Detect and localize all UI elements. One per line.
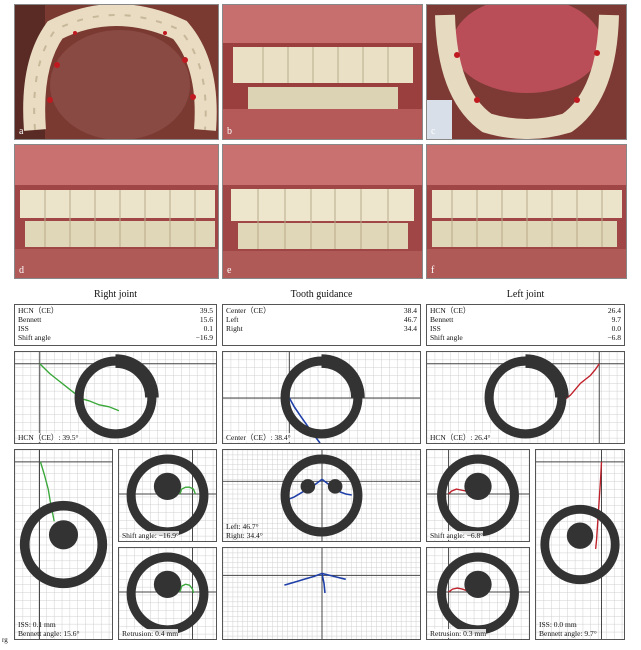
caption-left-retrusion: Retrusion: 0.3 mm bbox=[430, 629, 487, 638]
panel-right-shift: Shift angle: −16.9° bbox=[118, 449, 217, 542]
left-retrusion-trace bbox=[448, 587, 469, 593]
recorder-icon bbox=[126, 552, 209, 635]
panel-right-hcn: HCN（CE）: 39.5° bbox=[14, 351, 217, 444]
table-row: Right 34.4 bbox=[226, 324, 417, 333]
recorder-icon bbox=[484, 354, 569, 439]
recorder-icon bbox=[280, 354, 365, 439]
photo-front-closed: e bbox=[222, 144, 423, 279]
photo-upper-occlusal: a bbox=[14, 4, 219, 140]
table-row: HCN（CE） 26.4 bbox=[430, 306, 621, 315]
panel-right-iss: ISS: 0.1 mm Bennett angle: 15.6° bbox=[14, 449, 113, 640]
recorder-icon bbox=[437, 552, 519, 635]
panel-left-retrusion: Retrusion: 0.3 mm bbox=[426, 547, 530, 640]
panel-center: Center（CE）: 38.4° bbox=[222, 351, 421, 444]
section-title-left-joint: Left joint bbox=[506, 289, 545, 300]
photo-right-lateral: d bbox=[14, 144, 219, 279]
caption-right-hcn: HCN（CE）: 39.5° bbox=[18, 433, 79, 442]
photo-label: f bbox=[431, 265, 435, 276]
caption-left-hcn: HCN（CE）: 26.4° bbox=[430, 433, 491, 442]
caption-center: Center（CE）: 38.4° bbox=[226, 433, 291, 442]
caption-left-iss: ISS: 0.0 mm bbox=[539, 620, 577, 629]
table-left-joint: HCN（CE） 26.4 Bennett 9.7 ISS 0.0 Shift angl… bbox=[426, 304, 625, 346]
panel-guidance-combined bbox=[222, 547, 421, 640]
recorder-icon bbox=[126, 454, 209, 537]
caption-guidance-right: Right: 34.4° bbox=[226, 531, 263, 540]
recorder-icon bbox=[19, 500, 108, 589]
caption-right-retrusion: Retrusion: 0.4 mm bbox=[122, 629, 179, 638]
figure-label: rg bbox=[2, 636, 8, 644]
photo-label: a bbox=[19, 126, 24, 137]
caption-left-bennett: Bennett angle: 9.7° bbox=[539, 629, 597, 638]
photo-front-open: b bbox=[222, 4, 423, 140]
photo-lower-occlusal: c bbox=[426, 4, 627, 140]
caption-right-iss: ISS: 0.1 mm bbox=[18, 620, 56, 629]
table-row: HCN（CE） 39.5 bbox=[18, 306, 213, 315]
section-title-right-joint: Right joint bbox=[93, 289, 138, 300]
panel-left-iss: ISS: 0.0 mm Bennett angle: 9.7° bbox=[535, 449, 625, 640]
photo-label: c bbox=[431, 126, 436, 137]
section-title-tooth-guidance: Tooth guidance bbox=[290, 289, 353, 300]
table-right-joint: HCN（CE） 39.5 Bennett 15.6 ISS 0.1 Shift ang… bbox=[14, 304, 217, 346]
photo-label: e bbox=[227, 265, 232, 276]
right-shift-trace bbox=[179, 486, 197, 495]
guidance-combined-trace bbox=[284, 572, 346, 594]
recorder-icon bbox=[437, 454, 519, 537]
recorder-icon bbox=[280, 454, 363, 537]
panel-left-hcn: HCN（CE）: 26.4° bbox=[426, 351, 625, 444]
table-row: Shift angle −6.8 bbox=[430, 333, 621, 342]
guidance-lateral-trace bbox=[284, 478, 352, 502]
left-iss-trace bbox=[594, 461, 603, 550]
right-retrusion-trace bbox=[179, 583, 195, 594]
caption-left-shift: Shift angle: −6.8° bbox=[430, 531, 484, 540]
table-tooth-guidance: Center（CE） 38.4 Left 46.7 Right 34.4 bbox=[222, 304, 421, 346]
photo-label: d bbox=[19, 265, 24, 276]
table-row: ISS 0.0 bbox=[430, 324, 621, 333]
panel-left-shift: Shift angle: −6.8° bbox=[426, 449, 530, 542]
table-row: Bennett 9.7 bbox=[430, 315, 621, 324]
table-row: Shift angle −16.9 bbox=[18, 333, 213, 342]
recorder-icon bbox=[540, 504, 620, 585]
panel-guidance-lateral: Left: 46.7° Right: 34.4° bbox=[222, 449, 421, 542]
right-iss-trace bbox=[39, 461, 55, 522]
caption-right-shift: Shift angle: −16.9° bbox=[122, 531, 180, 540]
panel-right-retrusion: Retrusion: 0.4 mm bbox=[118, 547, 217, 640]
table-row: Center（CE） 38.4 bbox=[226, 306, 417, 315]
photo-label: b bbox=[227, 126, 232, 137]
caption-guidance-left: Left: 46.7° bbox=[226, 522, 259, 531]
photo-left-lateral: f bbox=[426, 144, 627, 279]
recorder-icon bbox=[74, 354, 159, 439]
caption-right-bennett: Bennett angle: 15.6° bbox=[18, 629, 80, 638]
table-row: Left 46.7 bbox=[226, 315, 417, 324]
table-row: ISS 0.1 bbox=[18, 324, 213, 333]
left-hcn-trace bbox=[560, 363, 600, 404]
table-row: Bennett 15.6 bbox=[18, 315, 213, 324]
